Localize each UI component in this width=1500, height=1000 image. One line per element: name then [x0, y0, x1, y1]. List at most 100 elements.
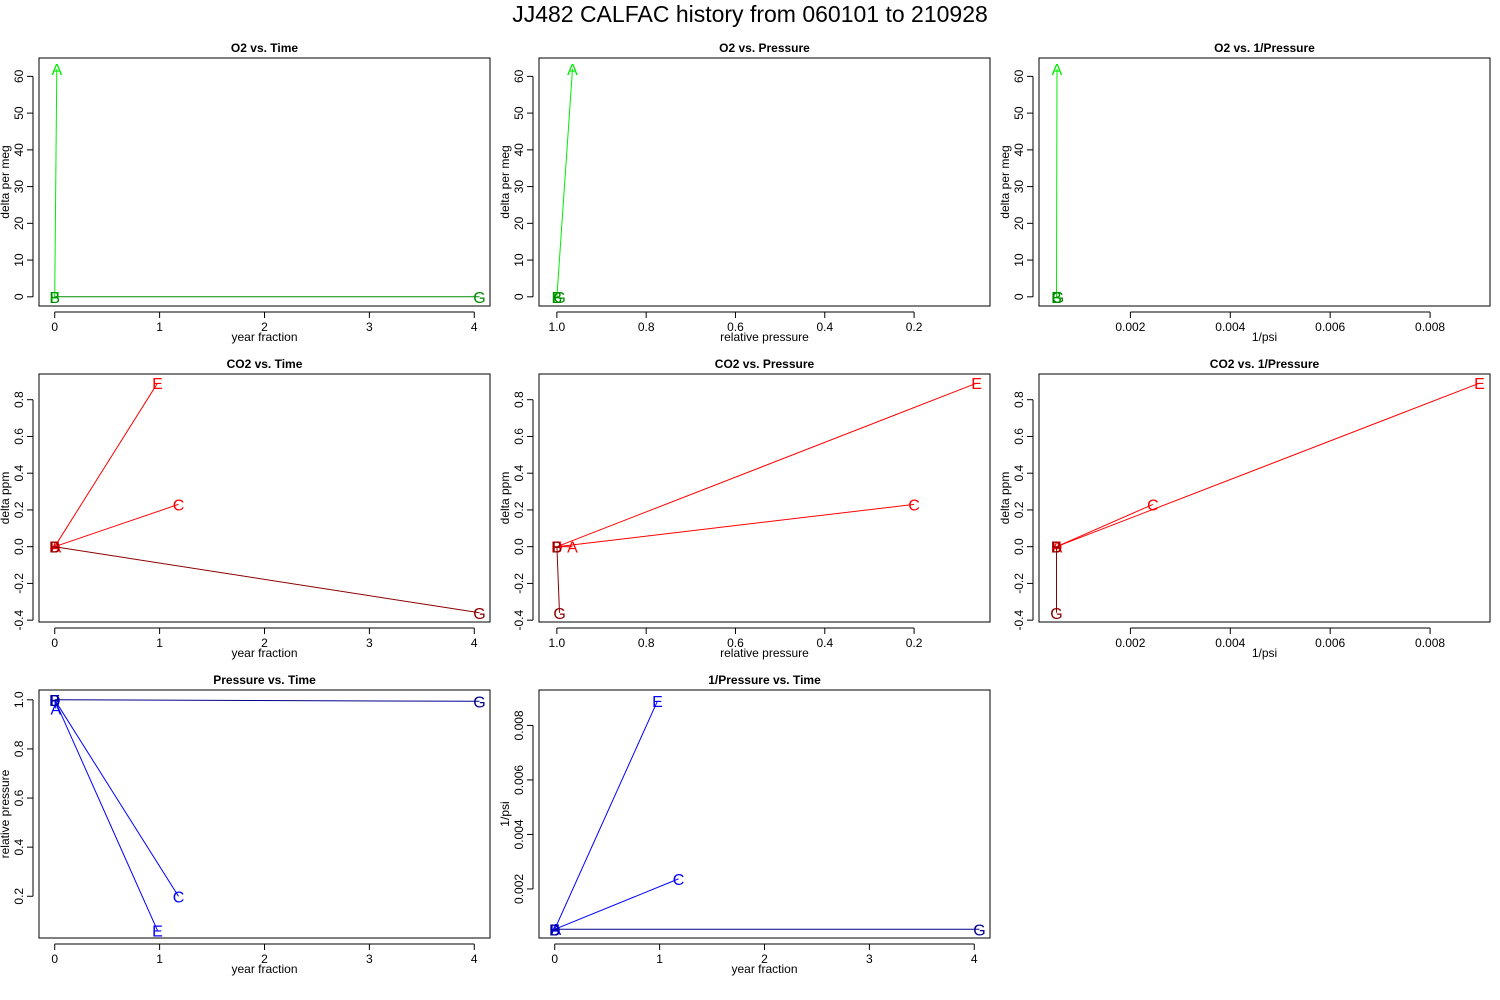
series-line [54, 546, 480, 614]
data-point-marker: B [49, 540, 60, 557]
x-tick-label: 2 [261, 952, 268, 966]
y-tick-label: 60 [512, 69, 526, 83]
panel-title: O2 vs. 1/Pressure [1214, 41, 1315, 55]
data-point-marker: C [908, 497, 920, 514]
x-tick-label: 0 [51, 320, 58, 334]
data-point-marker: C [173, 497, 185, 514]
series-line [54, 503, 179, 548]
panel-title: O2 vs. Pressure [719, 41, 810, 55]
y-tick-label: 10 [12, 253, 26, 267]
x-tick-label: 0.6 [727, 320, 744, 334]
series-4: BG [49, 540, 485, 623]
series-line [556, 546, 560, 613]
y-tick-label: -0.2 [12, 573, 26, 594]
panel-title: 1/Pressure vs. Time [708, 673, 821, 687]
y-tick-label: 0.2 [512, 501, 526, 518]
panel-8: 1/Pressure vs. Time 0 1 2 3 4 year fraction 0.0… [498, 673, 991, 976]
data-point-marker: A [50, 701, 61, 718]
series-line [554, 700, 658, 930]
series-4: BG [1050, 540, 1062, 623]
panel-title: O2 vs. Time [231, 41, 298, 55]
y-tick-label: 0.002 [512, 874, 526, 904]
plot-frame [1038, 57, 1491, 307]
y-tick-label: 40 [1012, 143, 1026, 157]
data-point-marker: E [1474, 376, 1485, 393]
x-tick-label: 0.004 [1215, 636, 1245, 650]
y-axis-label: delta ppm [998, 472, 1012, 525]
y-tick-label: -0.4 [1012, 610, 1026, 631]
y-tick-label: 0 [1012, 293, 1026, 300]
series-line [54, 699, 158, 931]
data-point-marker: G [473, 290, 485, 307]
x-tick-label: 3 [366, 320, 373, 334]
x-tick-label: 0.8 [638, 320, 655, 334]
series-2: BG [552, 290, 566, 307]
data-point-marker: A [51, 62, 62, 79]
x-tick-label: 1 [156, 952, 163, 966]
data-point-marker: G [1052, 290, 1064, 307]
y-tick-label: 1.0 [12, 691, 26, 708]
x-tick-label: 2 [261, 320, 268, 334]
x-tick-label: 1.0 [549, 320, 566, 334]
panel-title: CO2 vs. Time [227, 357, 303, 371]
y-tick-label: 60 [12, 69, 26, 83]
y-axis-label: delta per meg [498, 145, 512, 218]
y-axis-label: 1/psi [498, 801, 512, 826]
y-axis-label: relative pressure [0, 769, 12, 858]
plot-frame [38, 373, 491, 623]
x-tick-label: 4 [471, 636, 478, 650]
x-axis-label: relative pressure [720, 646, 809, 660]
y-tick-label: 30 [12, 180, 26, 194]
y-tick-label: 60 [1012, 69, 1026, 83]
panel-4: CO2 vs. Time 0 1 2 3 4 year fraction -0.4 -0.2 0.… [0, 357, 491, 660]
plot-frame [538, 373, 991, 623]
data-point-marker: G [1050, 606, 1062, 623]
y-tick-label: 30 [512, 180, 526, 194]
series-line [1056, 68, 1058, 297]
x-tick-label: 3 [366, 636, 373, 650]
y-tick-label: 0.8 [12, 391, 26, 408]
x-tick-label: 0.008 [1415, 636, 1445, 650]
plot-frame [1038, 373, 1491, 623]
x-tick-label: 0.6 [727, 636, 744, 650]
panel-5: CO2 vs. Pressure 1.0 0.8 0.6 0.4 0.2 relative … [498, 357, 991, 660]
data-point-marker: B [49, 693, 60, 710]
x-tick-label: 3 [866, 952, 873, 966]
data-point-marker: B [1051, 540, 1062, 557]
data-point-marker: G [553, 606, 565, 623]
y-tick-label: 0.6 [512, 428, 526, 445]
series-2: DC [49, 693, 184, 906]
y-tick-label: 10 [1012, 253, 1026, 267]
x-tick-label: 0 [51, 952, 58, 966]
y-tick-label: 0.0 [1012, 538, 1026, 555]
data-point-marker: F [550, 922, 560, 939]
y-tick-label: -0.4 [512, 610, 526, 631]
data-point-marker: G [473, 606, 485, 623]
y-tick-label: 0.2 [12, 888, 26, 905]
y-tick-label: 20 [12, 216, 26, 230]
x-tick-label: 0.2 [906, 320, 923, 334]
y-tick-label: 0.006 [512, 765, 526, 795]
y-tick-label: 0.0 [512, 538, 526, 555]
data-point-marker: A [567, 540, 578, 557]
data-point-marker: F [50, 693, 60, 710]
x-tick-label: 1 [156, 320, 163, 334]
panel-title: CO2 vs. Pressure [715, 357, 815, 371]
y-tick-label: 10 [512, 253, 526, 267]
x-tick-label: 0 [551, 952, 558, 966]
y-tick-label: 50 [1012, 106, 1026, 120]
x-tick-label: 3 [366, 952, 373, 966]
series-line [554, 878, 679, 930]
y-tick-label: 40 [12, 143, 26, 157]
x-tick-label: 0.4 [816, 636, 833, 650]
x-tick-label: 4 [471, 320, 478, 334]
series-1: BE [49, 376, 162, 556]
y-axis-label: delta ppm [0, 472, 12, 525]
x-axis-label: year fraction [231, 962, 297, 976]
x-axis-label: year fraction [231, 646, 297, 660]
x-tick-label: 0.006 [1315, 320, 1345, 334]
panel-1: O2 vs. Time 0 1 2 3 4 year fraction 0 10 20 30 40 50… [0, 41, 491, 344]
y-tick-label: 0.004 [512, 819, 526, 849]
